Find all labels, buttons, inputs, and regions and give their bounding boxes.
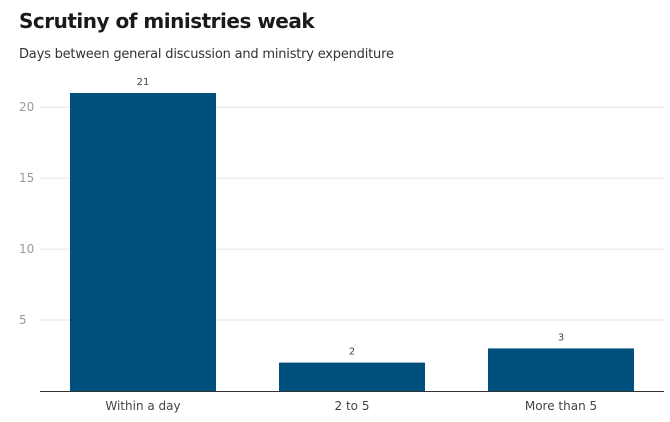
data-label: 3 <box>558 332 564 343</box>
y-tick-label: 10 <box>19 242 34 256</box>
chart-subtitle: Days between general discussion and mini… <box>19 47 394 62</box>
data-label: 21 <box>137 77 150 88</box>
x-tick-label: More than 5 <box>525 399 597 413</box>
y-tick-label: 20 <box>19 100 34 114</box>
y-tick-label: 5 <box>19 313 27 327</box>
data-label: 2 <box>349 347 355 358</box>
y-tick-label: 15 <box>19 171 34 185</box>
x-tick-label: 2 to 5 <box>335 399 370 413</box>
bar <box>279 362 425 391</box>
bar <box>70 93 216 391</box>
x-tick-label: Within a day <box>105 399 180 413</box>
chart-title: Scrutiny of ministries weak <box>19 9 315 33</box>
bar <box>488 348 634 391</box>
